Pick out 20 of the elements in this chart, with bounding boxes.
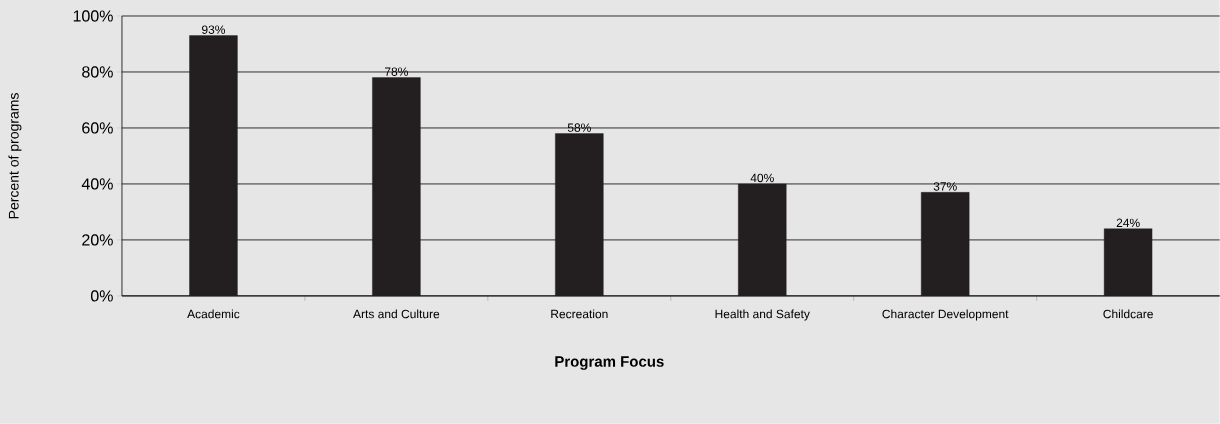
x-tick-label: Recreation [551,309,608,319]
x-axis-title: Program Focus [555,356,664,370]
data-label: 40% [750,173,774,183]
x-tick-label: Character Development [882,309,1009,321]
y-tick-label: 20% [82,234,113,246]
x-tick-label: Health and Safety [715,309,810,321]
data-label: 58% [567,123,591,132]
y-axis-title: Percent of programs [8,93,22,219]
data-label: 78% [384,67,408,76]
y-tick-label: 0% [90,290,113,302]
x-tick-label: Arts and Culture [353,309,440,319]
data-label: 24% [1116,218,1140,228]
x-tick-label: Academic [187,309,240,319]
y-tick-label: 40% [81,178,113,190]
y-tick-label: 80% [82,66,113,78]
x-tick-label: Childcare [1103,309,1153,319]
data-label: 37% [933,182,957,191]
y-tick-label: 60% [82,122,113,134]
data-label: 93% [201,25,226,34]
y-tick-label: 100% [73,10,113,22]
